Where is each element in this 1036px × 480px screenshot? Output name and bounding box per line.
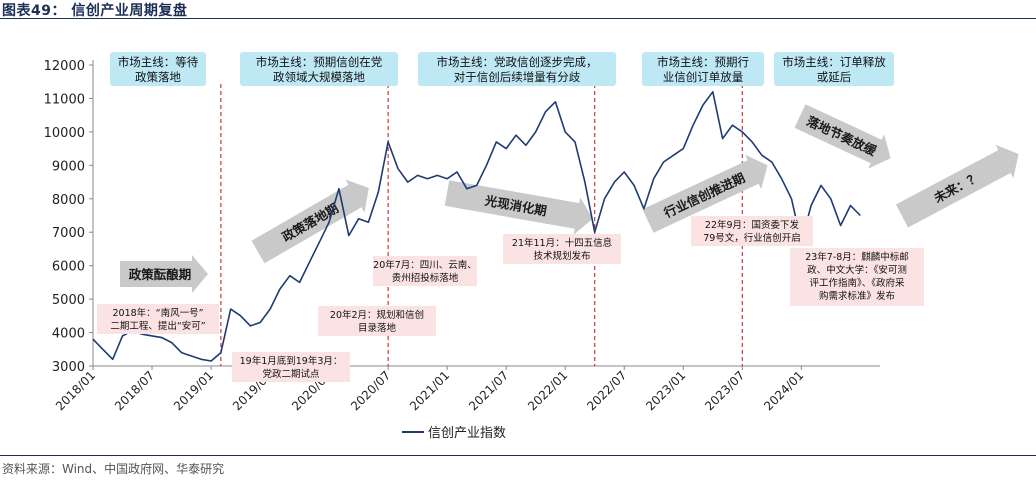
cycle-chart: 3000 4000 5000 6000 7000 8000 9000 10000 11000 12…	[44, 52, 1019, 441]
phase-box-text: 或延后	[817, 70, 852, 84]
annotation-text: 2018年：“南风一号”	[112, 307, 203, 319]
x-tick-label: 2023/01	[643, 368, 688, 413]
phase-box	[774, 52, 894, 86]
figure-title: 图表49： 信创产业周期复盘	[2, 3, 188, 19]
y-tick-label: 8000	[52, 193, 85, 208]
annotation-text: 政、中文大学：《安可测	[807, 264, 907, 276]
x-tick-label: 2021/07	[466, 368, 511, 413]
x-tick-label: 2020/07	[348, 368, 393, 413]
y-tick-label: 6000	[52, 260, 85, 275]
y-tick-label: 12000	[44, 59, 85, 74]
x-tick-label: 2022/01	[525, 368, 570, 413]
phase-box-text: 对于信创后续增量有分歧	[454, 70, 581, 84]
phase-box-text: 政策落地	[135, 70, 181, 84]
event-annotations: 2018年：“南风一号”二期工程、提出“安可” 19年1月底到19年3月：党政二期…	[97, 216, 924, 382]
y-tick-label: 10000	[44, 126, 85, 141]
phase-arrow: 光现消化期	[444, 180, 593, 235]
x-tick-label: 2024/01	[761, 368, 806, 413]
phase-box-text: 市场主线：订单释放	[782, 55, 886, 69]
y-tick-label: 9000	[52, 159, 85, 174]
phase-box-text: 业信创订单放量	[663, 70, 744, 84]
phase-box	[240, 52, 398, 86]
annotation-box	[691, 216, 813, 246]
annotation-box	[97, 304, 219, 334]
arrow-label: 政策酝酿期	[129, 267, 192, 282]
annotation-text: 23年7-8月：麒麟中标邮	[805, 251, 909, 263]
legend: 信创产业指数	[402, 426, 506, 441]
arrow-shape	[895, 144, 1019, 228]
annotation-text: 技术规划发布	[533, 250, 590, 262]
x-tick-label: 2018/07	[112, 368, 157, 413]
annotation-text: 党政二期试点	[262, 368, 320, 380]
annotation-text: 二期工程、提出“安可”	[110, 320, 205, 332]
phase-box-text: 市场主线：等待	[118, 55, 199, 69]
x-tick-label: 2021/01	[407, 368, 452, 413]
phase-box	[418, 52, 616, 86]
phase-box-text: 市场主线：党政信创逐步完成，	[437, 55, 598, 69]
phase-arrow: 落地节奏放缓	[794, 104, 891, 169]
annotation-text: 目录落地	[358, 322, 397, 334]
annotation-text: 贵州招投标落地	[392, 272, 459, 284]
phase-box	[110, 52, 206, 86]
x-tick-label: 2022/07	[584, 368, 629, 413]
annotation-text: 21年11月：十四五信息	[512, 237, 612, 249]
phase-arrow: 政策酝酿期	[120, 255, 208, 293]
annotation-text: 19年1月底到19年3月：	[240, 355, 343, 367]
title-rule	[0, 18, 1036, 19]
y-tick-label: 3000	[52, 360, 85, 375]
source-note: 资料来源：Wind、中国政府网、华泰研究	[2, 462, 225, 476]
arrow-shape	[444, 180, 593, 235]
x-tick-label: 2023/07	[702, 368, 747, 413]
annotation-box	[503, 234, 621, 264]
x-tick-label: 2019/01	[171, 368, 216, 413]
legend-label: 信创产业指数	[428, 426, 506, 441]
annotation-text: 评工作指南》、《政府采	[809, 277, 905, 289]
annotation-box	[373, 256, 477, 286]
annotation-text: 20年7月：四川、云南、	[373, 259, 477, 271]
annotation-text: 20年2月：规划和信创	[330, 309, 424, 321]
phase-arrow: 未来：？	[895, 144, 1019, 228]
phase-box-text: 市场主线：预期信创在党	[256, 55, 383, 69]
source-rule	[0, 455, 1036, 456]
index-line	[92, 91, 861, 362]
y-tick-label: 5000	[52, 293, 85, 308]
arrow-shape	[120, 255, 208, 293]
annotation-box	[318, 306, 436, 336]
annotation-text: 22年9月：国资委下发	[705, 219, 800, 231]
annotation-box	[232, 352, 350, 382]
index-line-group	[92, 91, 861, 362]
y-tick-label: 7000	[52, 226, 85, 241]
arrow-shape	[794, 104, 891, 169]
arrow-shape	[642, 154, 768, 233]
y-tick-label: 11000	[44, 92, 85, 107]
phase-box-text: 市场主线：预期行	[657, 55, 749, 69]
annotation-box	[790, 248, 924, 306]
arrow-shape	[251, 179, 369, 264]
phase-box-text: 政领域大规模落地	[273, 70, 365, 84]
y-tick-label: 4000	[52, 327, 85, 342]
phase-box	[642, 52, 764, 86]
annotation-text: 购需求标准》发布	[819, 290, 895, 302]
annotation-text: 79号文，行业信创开启	[703, 232, 801, 244]
